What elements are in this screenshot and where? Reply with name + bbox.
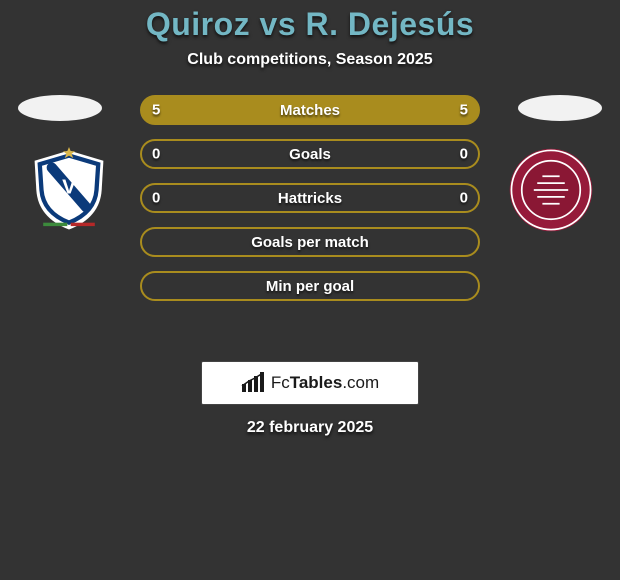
club-roundel-icon — [508, 147, 594, 233]
stat-right-value: 5 — [460, 102, 468, 119]
content-row: V — [0, 95, 620, 355]
club-badge-right — [508, 147, 594, 233]
club-badge-left: V — [26, 147, 112, 233]
stat-left-value: 0 — [152, 190, 160, 207]
player-photo-placeholder-right — [518, 95, 602, 121]
stat-left-value: 5 — [152, 102, 160, 119]
branding-prefix: Fc — [271, 373, 290, 392]
stat-left-value: 0 — [152, 146, 160, 163]
stat-label: Hattricks — [278, 190, 342, 207]
stat-label: Goals — [289, 146, 331, 163]
stat-row-hattricks: 0 Hattricks 0 — [140, 183, 480, 213]
subtitle: Club competitions, Season 2025 — [0, 51, 620, 69]
branding-main: Tables — [290, 373, 343, 392]
player-photo-placeholder-left — [18, 95, 102, 121]
page-title: Quiroz vs R. Dejesús — [0, 0, 620, 43]
date-caption: 22 february 2025 — [0, 419, 620, 437]
comparison-card: Quiroz vs R. Dejesús Club competitions, … — [0, 0, 620, 580]
stat-label: Goals per match — [251, 234, 369, 251]
branding-suffix: .com — [342, 373, 379, 392]
branding-box[interactable]: FcTables.com — [201, 361, 419, 405]
stat-label: Min per goal — [266, 278, 354, 295]
stat-row-goals: 0 Goals 0 — [140, 139, 480, 169]
stat-row-min-per-goal: Min per goal — [140, 271, 480, 301]
shield-icon: V — [26, 147, 112, 233]
bar-chart-icon — [241, 372, 267, 394]
stat-right-value: 0 — [460, 146, 468, 163]
svg-text:V: V — [62, 175, 76, 198]
stat-row-goals-per-match: Goals per match — [140, 227, 480, 257]
stat-label: Matches — [280, 102, 340, 119]
stat-right-value: 0 — [460, 190, 468, 207]
stat-row-matches: 5 Matches 5 — [140, 95, 480, 125]
branding-text: FcTables.com — [271, 373, 379, 393]
stats-column: 5 Matches 5 0 Goals 0 0 Hattricks 0 Goal… — [140, 95, 480, 315]
